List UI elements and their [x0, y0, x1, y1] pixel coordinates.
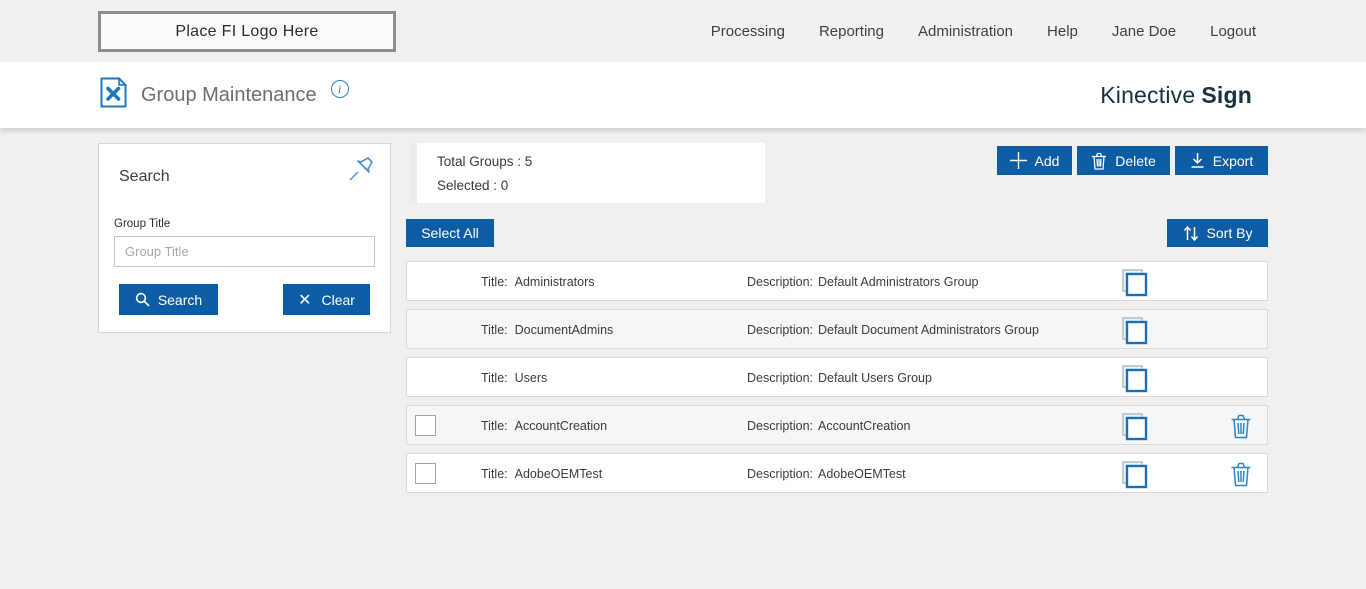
row-checkbox[interactable] [415, 463, 436, 484]
fi-logo-placeholder: Place FI Logo Here [98, 11, 396, 52]
top-bar: Place FI Logo Here Processing Reporting … [0, 0, 1366, 62]
nav-reporting[interactable]: Reporting [818, 22, 884, 40]
select-all-button[interactable]: Select All [406, 219, 494, 247]
top-nav: Processing Reporting Administration Help… [711, 0, 1256, 62]
copy-icon[interactable] [1119, 268, 1148, 302]
table-row: Title: DocumentAdmins Description: Defau… [406, 309, 1268, 349]
table-row: Title: AccountCreation Description: Acco… [406, 405, 1268, 445]
group-title-label: Title: [481, 371, 508, 385]
group-title-value: AdobeOEMTest [514, 467, 603, 481]
table-row: Title: Administrators Description: Defau… [406, 261, 1268, 301]
group-maintenance-icon [100, 76, 128, 113]
group-title-label: Title: [481, 275, 508, 289]
group-description-value: AccountCreation [818, 419, 911, 433]
clear-x-icon: ✕ [298, 291, 312, 309]
selected-count: Selected : 0 [437, 178, 509, 193]
export-button[interactable]: Export [1175, 146, 1268, 175]
copy-icon[interactable] [1119, 364, 1148, 398]
group-description-label: Description: [747, 419, 813, 433]
group-title-label: Title: [481, 467, 508, 481]
fi-logo-text: Place FI Logo Here [175, 22, 319, 40]
group-title-value: Users [514, 371, 548, 385]
group-description-label: Description: [747, 371, 813, 385]
group-description-value: Default Users Group [818, 371, 932, 385]
brand-product: Sign [1201, 81, 1252, 108]
download-icon [1191, 152, 1204, 168]
group-title-label: Group Title [114, 218, 171, 230]
add-button[interactable]: Add [997, 146, 1072, 175]
summary-box: Total Groups : 5 Selected : 0 [410, 143, 765, 203]
delete-icon[interactable] [1230, 413, 1252, 444]
table-row: Title: Users Description: Default Users … [406, 357, 1268, 397]
sort-arrows-icon [1183, 225, 1198, 241]
group-title-label: Title: [481, 419, 508, 433]
group-title-value: AccountCreation [514, 419, 608, 433]
row-checkbox[interactable] [415, 415, 436, 436]
group-description-value: Default Document Administrators Group [818, 323, 1039, 337]
copy-icon[interactable] [1119, 412, 1148, 446]
group-description-label: Description: [747, 467, 813, 481]
pin-icon[interactable] [348, 156, 374, 187]
copy-icon[interactable] [1119, 460, 1148, 494]
group-title-label: Title: [481, 323, 508, 337]
search-icon [135, 292, 150, 307]
info-icon[interactable]: i [330, 80, 349, 98]
group-title-value: Administrators [514, 275, 595, 289]
delete-icon[interactable] [1230, 461, 1252, 492]
title-band: Group Maintenance i Kinective Sign [0, 62, 1366, 128]
content-area: Search Group Title Search ✕ Clear Total … [0, 128, 1366, 589]
group-description-label: Description: [747, 275, 813, 289]
search-panel: Search Group Title Search ✕ Clear [98, 143, 391, 333]
nav-administration[interactable]: Administration [917, 22, 1014, 40]
group-description-value: Default Administrators Group [818, 275, 979, 289]
group-list: Title: Administrators Description: Defau… [406, 261, 1268, 501]
total-groups: Total Groups : 5 [437, 154, 533, 169]
nav-user-name[interactable]: Jane Doe [1111, 22, 1177, 40]
search-button[interactable]: Search [119, 284, 218, 315]
clear-button[interactable]: ✕ Clear [283, 284, 370, 315]
nav-help[interactable]: Help [1047, 22, 1078, 40]
delete-button[interactable]: Delete [1077, 146, 1170, 175]
group-title-value: DocumentAdmins [514, 323, 614, 337]
group-title-input[interactable] [114, 236, 375, 267]
brand-name: Kinective [1100, 81, 1196, 108]
plus-icon [1009, 152, 1027, 169]
page-title: Group Maintenance [141, 83, 317, 106]
brand-logo: Kinective Sign [1100, 62, 1252, 128]
sort-by-button[interactable]: Sort By [1167, 219, 1268, 247]
group-description-value: AdobeOEMTest [818, 467, 906, 481]
trash-icon [1092, 152, 1107, 170]
nav-logout[interactable]: Logout [1210, 22, 1256, 40]
table-row: Title: AdobeOEMTest Description: AdobeOE… [406, 453, 1268, 493]
search-panel-title: Search [119, 168, 170, 185]
copy-icon[interactable] [1119, 316, 1148, 350]
group-description-label: Description: [747, 323, 813, 337]
nav-processing[interactable]: Processing [710, 22, 785, 40]
